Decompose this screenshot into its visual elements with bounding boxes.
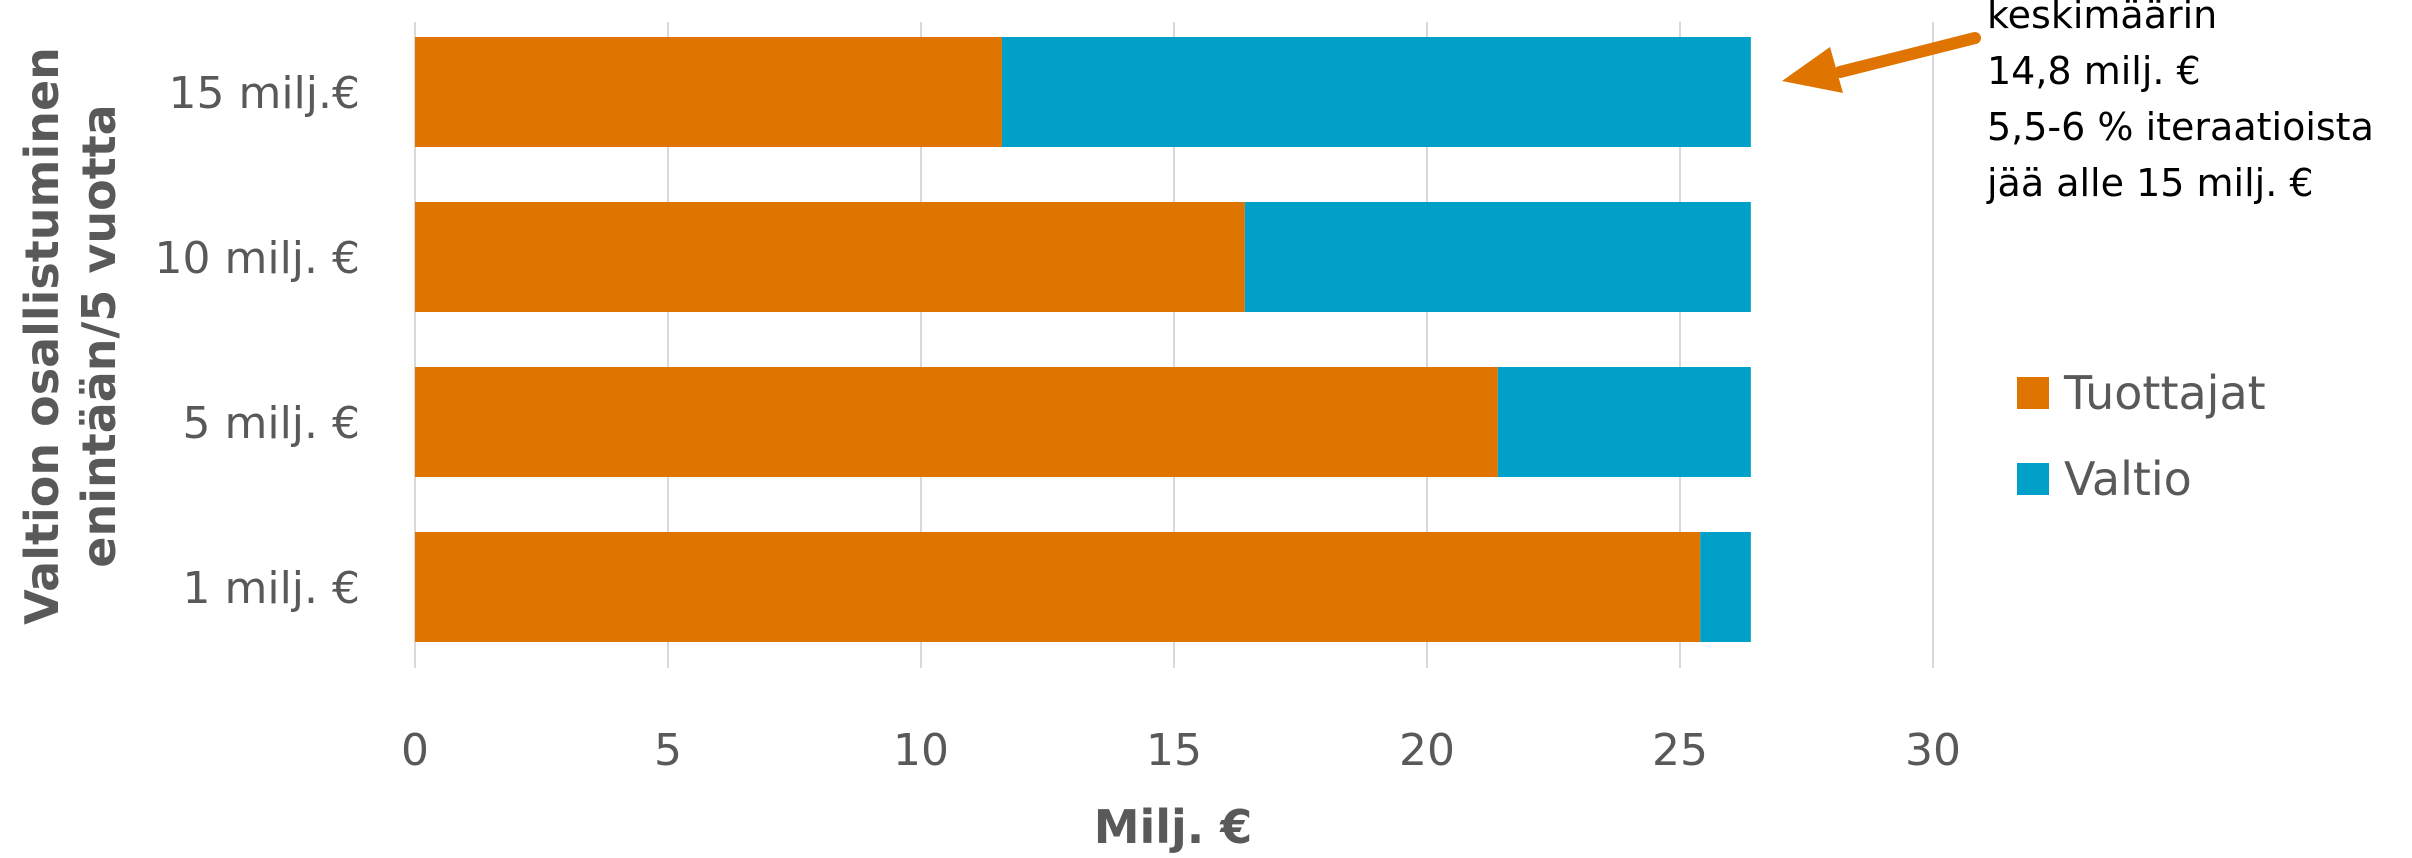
bar-valtio-15-milj — [1001, 37, 1751, 147]
legend-label-valtio: Valtio — [2064, 452, 2192, 506]
x-tick-labels: 0 5 10 15 20 25 30 — [401, 725, 1961, 776]
annotation-line-2: 14,8 milj. € — [1987, 49, 2201, 93]
category-label-15-milj: 15 milj.€ — [169, 68, 361, 119]
bar-tuottajat-10-milj — [415, 202, 1245, 312]
legend-swatch-tuottajat — [2017, 377, 2049, 409]
annotation-line-3: 5,5-6 % iteraatioista — [1987, 105, 2374, 149]
category-labels: 15 milj.€ 10 milj. € 5 milj. € 1 milj. € — [155, 68, 360, 614]
x-tick-label-25: 25 — [1652, 725, 1708, 776]
x-axis-title: Milj. € — [1094, 800, 1253, 854]
category-label-5-milj: 5 milj. € — [183, 398, 360, 449]
x-tick-label-10: 10 — [893, 725, 949, 776]
y-axis-title: Valtion osallistuminen enintään/5 vuotta — [15, 47, 126, 625]
annotation: keskimäärin 14,8 milj. € 5,5-6 % iteraat… — [1782, 0, 2374, 205]
x-tick-label-30: 30 — [1905, 725, 1961, 776]
x-tick-label-20: 20 — [1399, 725, 1455, 776]
bar-tuottajat-5-milj — [415, 367, 1498, 477]
x-tick-label-5: 5 — [654, 725, 682, 776]
y-axis-title-line-2: enintään/5 vuotta — [72, 104, 126, 567]
bars — [415, 37, 1751, 642]
bar-tuottajat-1-milj — [415, 532, 1701, 642]
annotation-arrow-head — [1782, 47, 1843, 93]
category-label-10-milj: 10 milj. € — [155, 233, 360, 284]
legend-swatch-valtio — [2017, 463, 2049, 495]
bar-valtio-1-milj — [1700, 532, 1751, 642]
x-tick-label-15: 15 — [1146, 725, 1202, 776]
y-axis-title-line-1: Valtion osallistuminen — [15, 47, 69, 625]
bar-tuottajat-15-milj — [415, 37, 1002, 147]
x-tick-label-0: 0 — [401, 725, 429, 776]
category-label-1-milj: 1 milj. € — [183, 563, 360, 614]
annotation-arrow-shaft — [1834, 32, 1981, 78]
bar-valtio-10-milj — [1244, 202, 1751, 312]
legend-label-tuottajat: Tuottajat — [2063, 366, 2266, 420]
annotation-line-4: jää alle 15 milj. € — [1986, 161, 2314, 205]
bar-valtio-5-milj — [1497, 367, 1751, 477]
annotation-line-1: keskimäärin — [1987, 0, 2217, 37]
legend: Tuottajat Valtio — [2017, 366, 2266, 506]
